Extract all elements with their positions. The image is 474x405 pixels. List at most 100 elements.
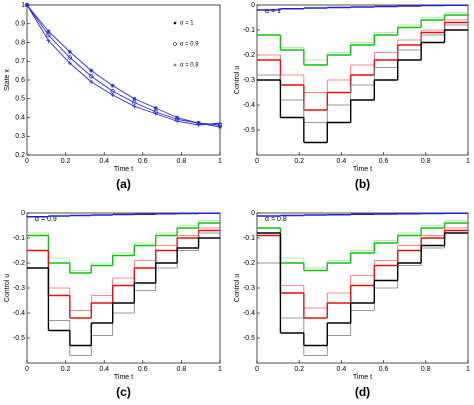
marker: [110, 83, 115, 88]
y-tick-label: -0.2: [243, 52, 255, 59]
line: [26, 4, 221, 126]
panel: 0 0.2 0.4 0.6 0.8 1 -0.5 -0.4 -0.3 -0.2 -0.1 0 Time …: [234, 2, 470, 191]
y-tick-label: -0.1: [13, 235, 25, 242]
legend-label: α = 0.8: [180, 63, 199, 69]
x-tick-label: 1: [466, 158, 470, 165]
x-tick-label: 0.4: [337, 366, 347, 373]
annotation: α = 1: [265, 8, 281, 15]
marker: [46, 29, 51, 34]
x-tick-label: 0.6: [379, 158, 389, 165]
x-tick-label: 0.4: [99, 366, 109, 373]
y-tick-label: 0.9: [15, 21, 25, 28]
x-tick-label: 0.2: [294, 158, 304, 165]
x-tick-label: 0: [255, 366, 259, 373]
y-tick-label: 0: [251, 210, 255, 217]
x-tick-label: 0.6: [138, 366, 148, 373]
x-tick-label: 0.2: [61, 158, 71, 165]
x-tick-label: 0.4: [337, 158, 347, 165]
y-tick-label: -0.4: [13, 310, 25, 317]
y-tick-label: -0.2: [13, 260, 25, 267]
x-tick-label: 0.8: [177, 366, 187, 373]
y-tick-label: 0.6: [15, 77, 25, 84]
y-axis-label: Control u: [234, 274, 241, 303]
legend-label: α = 1: [180, 21, 194, 27]
y-tick-label: -0.5: [243, 335, 255, 342]
marker: [67, 49, 72, 54]
panel: 0 0.2 0.4 0.6 0.8 10.20.30.40.50.60.70.80.91T…: [4, 2, 223, 191]
x-axis-label: Time t: [114, 166, 133, 173]
panel: 0 0.2 0.4 0.6 0.8 1 -0.5 -0.4 -0.3 -0.2 -0.1 0 Time …: [4, 210, 222, 399]
panel-label: (b): [355, 177, 370, 191]
y-tick-label: -0.3: [243, 285, 255, 292]
marker: [175, 119, 180, 124]
legend-marker: [173, 42, 177, 46]
y-tick-label: -0.3: [243, 77, 255, 84]
x-tick-label: 1: [218, 158, 222, 165]
line: [26, 4, 221, 126]
annotation: α = 0.9: [35, 216, 57, 223]
x-tick-label: 1: [466, 366, 470, 373]
x-tick-label: 0.2: [61, 366, 71, 373]
marker: [46, 32, 51, 38]
y-axis-label: Control u: [234, 66, 241, 95]
x-tick-label: 0: [25, 366, 29, 373]
y-tick-label: 0.4: [15, 114, 25, 121]
x-tick-label: 0.8: [421, 158, 431, 165]
y-tick-label: 0.7: [15, 58, 25, 65]
legend-marker: [173, 21, 177, 25]
marker: [218, 121, 222, 126]
y-tick-label: -0.2: [243, 260, 255, 267]
marker: [196, 123, 201, 127]
x-tick-label: 0: [25, 158, 29, 165]
x-tick-label: 0: [255, 158, 259, 165]
plot-frame: [256, 4, 469, 156]
marker: [46, 38, 51, 43]
y-tick-label: -0.5: [13, 335, 25, 342]
x-axis-label: Time t: [114, 374, 133, 381]
panel-label: (a): [116, 177, 131, 191]
x-tick-label: 0.8: [177, 158, 187, 165]
x-tick-label: 0.6: [379, 366, 389, 373]
line: [26, 4, 221, 128]
marker: [153, 111, 158, 116]
y-tick-label: 0.8: [15, 39, 25, 46]
marker: [67, 61, 72, 66]
y-tick-label: -0.1: [243, 27, 255, 34]
panel-label: (d): [355, 385, 370, 399]
y-tick-label: -0.5: [243, 127, 255, 134]
legend-marker: [173, 63, 177, 67]
marker: [67, 55, 73, 60]
y-tick-label: -0.1: [243, 235, 255, 242]
y-tick-label: -0.4: [243, 102, 255, 109]
y-tick-label: -0.4: [243, 310, 255, 317]
y-axis-label: State x: [4, 69, 11, 91]
y-tick-label: 0: [21, 210, 25, 217]
y-tick-label: -0.3: [13, 285, 25, 292]
marker: [132, 104, 137, 109]
marker: [153, 106, 158, 111]
marker: [89, 79, 94, 84]
y-tick-label: 0.3: [15, 133, 25, 140]
y-axis-label: Control u: [4, 274, 11, 303]
x-tick-label: 0.6: [138, 158, 148, 165]
plot-frame: [26, 4, 221, 156]
x-axis-label: Time t: [353, 166, 372, 173]
y-tick-label: 0: [251, 2, 255, 9]
y-tick-label: 1: [21, 2, 25, 9]
x-tick-label: 1: [218, 366, 222, 373]
marker: [110, 93, 115, 97]
legend-label: α = 0.9: [180, 42, 199, 48]
y-tick-label: 0.2: [15, 152, 25, 159]
marker: [25, 3, 29, 7]
marker: [132, 96, 137, 101]
panel-label: (c): [116, 385, 131, 399]
x-tick-label: 0.2: [294, 366, 304, 373]
y-tick-label: 0.5: [15, 96, 25, 103]
marker: [89, 74, 94, 79]
x-tick-label: 0.8: [421, 366, 431, 373]
annotation: α = 0.8: [265, 216, 287, 223]
x-tick-label: 0.4: [99, 158, 109, 165]
panel: 0 0.2 0.4 0.6 0.8 1 -0.5 -0.4 -0.3 -0.2 -0.1 0 Time …: [234, 210, 470, 399]
x-axis-label: Time t: [353, 374, 372, 381]
